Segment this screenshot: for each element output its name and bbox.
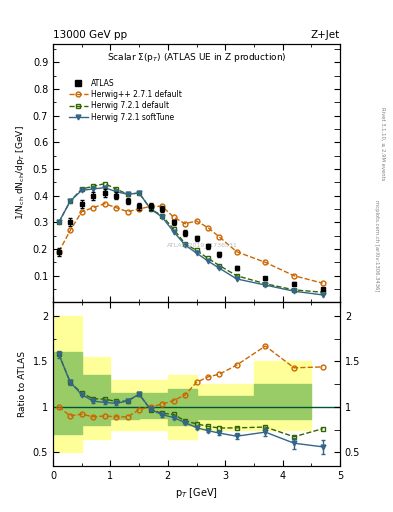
- Y-axis label: Ratio to ATLAS: Ratio to ATLAS: [18, 351, 27, 417]
- X-axis label: p$_T$ [GeV]: p$_T$ [GeV]: [175, 486, 218, 500]
- Text: Rivet 3.1.10, ≥ 2.9M events: Rivet 3.1.10, ≥ 2.9M events: [381, 106, 386, 180]
- Text: 13000 GeV pp: 13000 GeV pp: [53, 30, 127, 40]
- Text: Z+Jet: Z+Jet: [311, 30, 340, 40]
- Legend: ATLAS, Herwig++ 2.7.1 default, Herwig 7.2.1 default, Herwig 7.2.1 softTune: ATLAS, Herwig++ 2.7.1 default, Herwig 7.…: [66, 76, 185, 125]
- Text: ATLAS_2019_I1736531: ATLAS_2019_I1736531: [167, 243, 238, 248]
- Text: Scalar $\Sigma$(p$_T$) (ATLAS UE in Z production): Scalar $\Sigma$(p$_T$) (ATLAS UE in Z pr…: [107, 51, 286, 65]
- Text: mcplots.cern.ch [arXiv:1306.3436]: mcplots.cern.ch [arXiv:1306.3436]: [374, 200, 378, 291]
- Y-axis label: 1/N$_{\rm ch}$ dN$_{\rm ch}$/dp$_T$ [GeV]: 1/N$_{\rm ch}$ dN$_{\rm ch}$/dp$_T$ [GeV…: [14, 125, 27, 220]
